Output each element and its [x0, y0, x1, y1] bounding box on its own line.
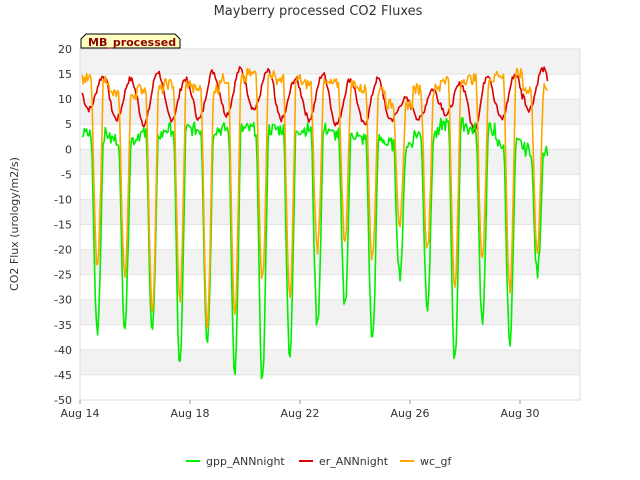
x-tick-label: Aug 14	[61, 407, 100, 420]
grid-band	[80, 249, 580, 275]
y-tick-label: 10	[58, 93, 72, 106]
y-tick-label: -15	[54, 219, 72, 232]
grid-band	[80, 299, 580, 325]
y-axis: 20 15 10 5 0 -5 -10 -15 -20 -25 -30 -35 -40 -45 -50	[54, 43, 72, 407]
x-axis: Aug 14 Aug 18 Aug 22 Aug 26 Aug 30	[61, 400, 540, 420]
y-tick-label: -35	[54, 319, 72, 332]
y-tick-label: 15	[58, 68, 72, 81]
legend: gpp_ANNnight er_ANNnight wc_gf	[186, 455, 453, 468]
x-tick-label: Aug 22	[281, 407, 320, 420]
grid-band	[80, 49, 580, 75]
plot-border	[79, 48, 581, 401]
y-tick-label: -10	[54, 193, 72, 206]
y-tick-label: -25	[54, 269, 72, 282]
y-tick-label: -45	[54, 369, 72, 382]
y-tick-label: -20	[54, 244, 72, 257]
y-tick-label: 5	[65, 118, 72, 131]
series-line-er_ANNnight	[81, 66, 549, 133]
legend-label: wc_gf	[420, 455, 453, 468]
y-tick-label: -5	[61, 168, 72, 181]
legend-label: gpp_ANNnight	[206, 455, 285, 468]
x-tick-label: Aug 26	[391, 407, 430, 420]
y-tick-label: -40	[54, 344, 72, 357]
series-lines	[81, 66, 549, 380]
grid-band	[80, 349, 580, 375]
badge-label: MB_processed	[88, 36, 176, 49]
series-line-wc_gf	[81, 67, 549, 329]
chart-title: Mayberry processed CO2 Fluxes	[214, 4, 423, 19]
series-line-gpp_ANNnight	[81, 116, 549, 380]
y-tick-label: -30	[54, 294, 72, 307]
x-tick-label: Aug 18	[171, 407, 210, 420]
legend-label: er_ANNnight	[319, 455, 389, 468]
y-tick-label: 0	[65, 143, 72, 156]
grid-band	[80, 149, 580, 175]
grid-band	[80, 199, 580, 225]
y-axis-label: CO2 Flux (urology/m2/s)	[8, 157, 21, 291]
y-tick-label: -50	[54, 394, 72, 407]
x-tick-label: Aug 30	[501, 407, 540, 420]
badge: MB_processed	[80, 33, 181, 49]
y-tick-label: 20	[58, 43, 72, 56]
